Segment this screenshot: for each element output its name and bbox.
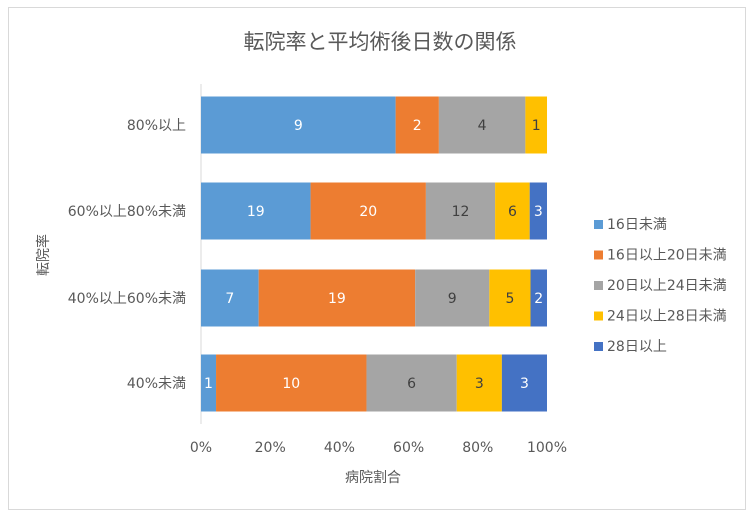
bar-segment [216,354,367,412]
legend-label: 28日以上 [607,339,667,355]
legend-swatch [594,220,603,229]
bar-data-label: 6 [407,376,416,392]
bar-segment [395,96,439,154]
bar-segment [495,182,530,240]
category-labels: 80%以上 60%以上80%未満 40%以上60%未満 40%未満 [68,118,186,392]
category-label: 80%以上 [127,118,186,134]
x-tick-labels: 0% 20% 40% 60% 80% 100% [190,440,567,456]
bar-data-label: 5 [505,291,514,307]
bar-data-label: 12 [452,204,470,220]
chart-title: 転院率と平均術後日数の関係 [244,30,517,54]
x-tick-label: 80% [462,440,493,456]
bar-segment [258,269,416,327]
bar-segment [456,354,502,412]
bar-segment [310,182,426,240]
bar-data-label: 2 [413,118,422,134]
bar-segment [366,354,457,412]
legend-label: 16日未満 [607,217,667,233]
bar-data-label: 6 [508,204,517,220]
bar-segment [425,182,496,240]
bar-data-label: 3 [520,376,529,392]
bar-data-label: 9 [448,291,457,307]
legend-label: 16日以上20日未満 [607,248,727,264]
bar-segment [529,182,547,240]
bar-data-label: 2 [534,291,543,307]
bar-segment [415,269,490,327]
bar-data-label: 19 [328,291,346,307]
bar-segment [438,96,526,154]
bar-data-label: 9 [294,118,303,134]
x-axis-title: 病院割合 [345,469,401,486]
category-label: 40%以上60%未満 [68,291,186,307]
legend: 16日未満 16日以上20日未満 20日以上24日未満 24日以上28日未満 28日以上 [594,217,727,355]
x-tick-label: 20% [255,440,286,456]
chart-frame [8,7,746,510]
category-label: 40%未満 [127,376,186,392]
x-tick-label: 0% [190,440,212,456]
legend-swatch [594,281,603,290]
legend-swatch [594,311,603,321]
bar-segment [489,269,531,327]
bar-segment [201,354,217,412]
bar-data-label: 20 [359,204,377,220]
x-tick-label: 40% [324,440,355,456]
bar-segment [525,96,548,154]
bar-segment [530,269,547,327]
bar-data-label: 10 [282,376,300,392]
x-tick-label: 100% [527,440,567,456]
bar-data-label: 7 [225,291,234,307]
bar-data-label: 4 [478,118,487,134]
x-tick-label: 60% [393,440,424,456]
bar-segment [201,182,311,240]
legend-swatch [594,250,603,260]
bar-data-label: 3 [534,204,543,220]
category-label: 60%以上80%未満 [68,204,186,220]
bar-labels-layer: 9 2 4 1 19 20 12 6 3 7 19 9 5 2 1 10 6 3 3 [204,118,543,392]
bar-segment [501,354,547,412]
bar-data-label: 1 [204,376,213,392]
bar-data-label: 19 [247,204,265,220]
y-axis-title: 転院率 [35,234,52,276]
bar-segment [201,96,396,154]
bar-segment [201,269,259,327]
bar-data-label: 1 [532,118,541,134]
legend-label: 20日以上24日未満 [607,278,727,294]
legend-swatch [594,342,603,351]
bar-data-label: 3 [475,376,484,392]
legend-label: 24日以上28日未満 [607,309,727,325]
bars-layer [201,96,548,412]
